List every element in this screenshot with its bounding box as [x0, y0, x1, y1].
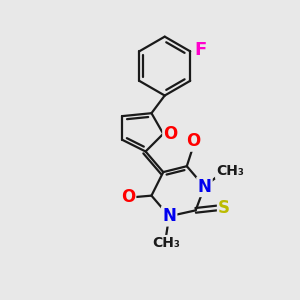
Text: CH₃: CH₃: [152, 236, 180, 250]
Text: N: N: [197, 178, 212, 196]
Text: O: O: [187, 133, 201, 151]
Text: O: O: [164, 125, 178, 143]
Text: O: O: [121, 188, 135, 206]
Text: N: N: [162, 207, 176, 225]
Text: CH₃: CH₃: [216, 164, 244, 178]
Text: F: F: [194, 41, 207, 59]
Text: S: S: [218, 199, 230, 217]
